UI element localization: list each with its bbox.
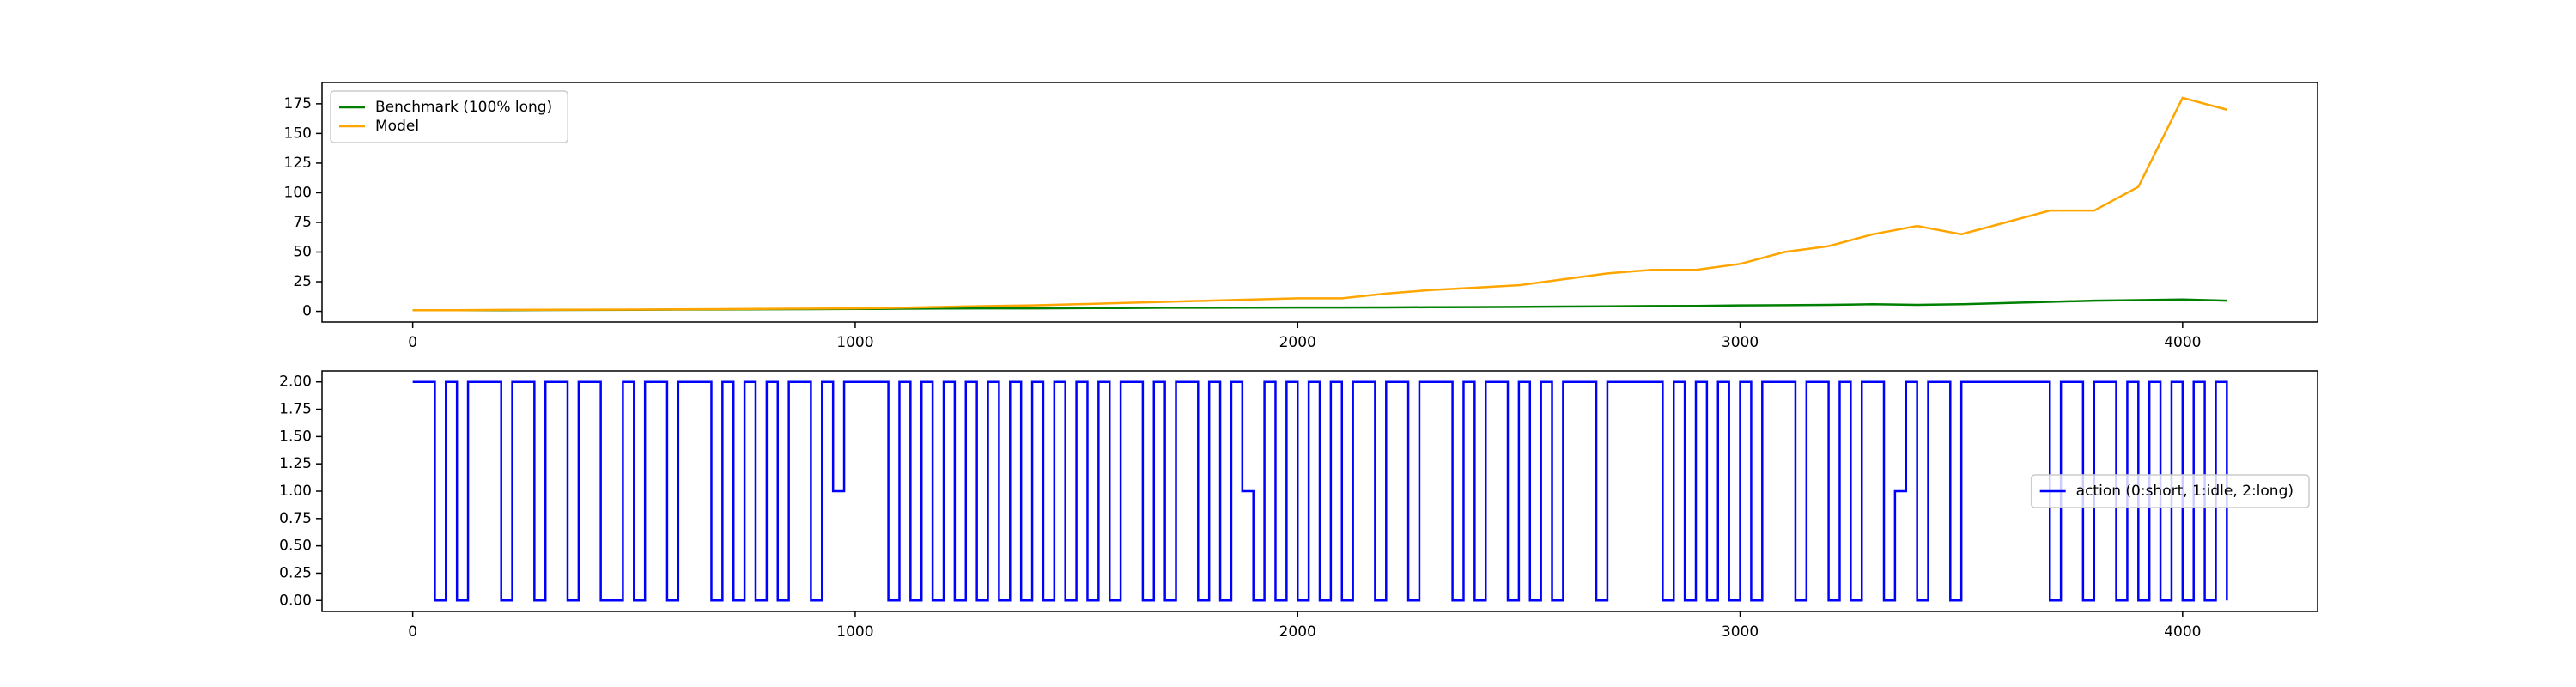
- legend-label: Model: [375, 118, 419, 135]
- data-line: [412, 380, 2228, 602]
- legend-label: Benchmark (100% long): [375, 99, 552, 116]
- y-tick-label: 175: [284, 95, 312, 112]
- x-tick-label: 0: [408, 623, 417, 641]
- data-line: [412, 96, 2227, 312]
- y-tick-label: 75: [293, 214, 312, 231]
- x-tick-label: 0: [408, 334, 417, 351]
- y-tick-label: 0.50: [279, 538, 312, 555]
- axes-frame: [321, 82, 2318, 323]
- y-tick-label: 0.75: [279, 510, 312, 527]
- x-tick-label: 2000: [1279, 623, 1316, 641]
- legend-label: action (0:short, 1:idle, 2:long): [2076, 483, 2293, 500]
- legend-box: [2030, 474, 2310, 508]
- y-tick-label: 125: [284, 155, 312, 172]
- y-tick-label: 2.00: [279, 374, 312, 391]
- y-tick-label: 0.25: [279, 564, 312, 581]
- y-tick-label: 25: [293, 273, 312, 290]
- y-tick-label: 100: [284, 184, 312, 201]
- y-tick-label: 0.00: [279, 592, 312, 609]
- x-tick-label: 3000: [1722, 334, 1759, 351]
- y-tick-label: 1.25: [279, 455, 312, 472]
- x-tick-label: 1000: [836, 623, 873, 641]
- legend: Benchmark (100% long) Model: [330, 90, 568, 143]
- x-tick-label: 4000: [2164, 623, 2201, 641]
- y-tick-label: 150: [284, 125, 312, 142]
- x-tick-label: 3000: [1722, 623, 1759, 641]
- y-tick-label: 1.00: [279, 483, 312, 500]
- x-tick-label: 2000: [1279, 334, 1316, 351]
- y-tick-label: 1.75: [279, 401, 312, 418]
- x-tick-label: 1000: [836, 334, 873, 351]
- x-tick-label: 4000: [2164, 334, 2201, 351]
- legend: action (0:short, 1:idle, 2:long): [2030, 474, 2310, 508]
- legend-box: [330, 90, 568, 143]
- y-tick-label: 50: [293, 244, 312, 261]
- y-tick-label: 1.50: [279, 428, 312, 445]
- y-tick-label: 0: [302, 303, 312, 320]
